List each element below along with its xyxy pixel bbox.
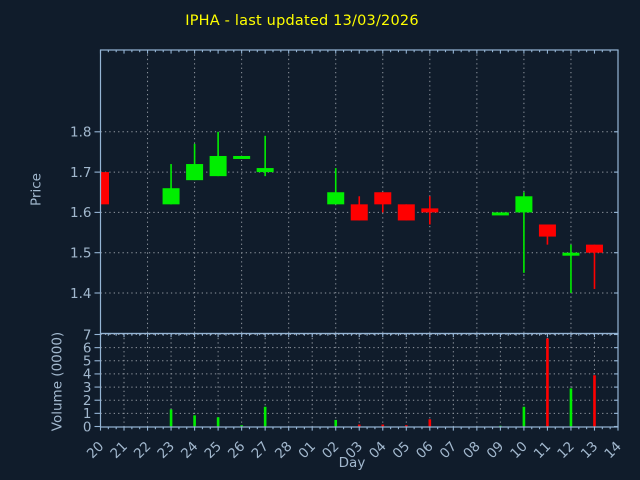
candle-body bbox=[100, 172, 109, 205]
x-tick-label: 20 bbox=[84, 439, 107, 462]
candle-27 bbox=[256, 135, 274, 177]
candle-12 bbox=[562, 244, 580, 293]
candle-03 bbox=[350, 196, 368, 221]
volume-bar-04 bbox=[381, 424, 385, 427]
volume-bar-06 bbox=[428, 419, 432, 427]
x-tick-label: 14 bbox=[601, 439, 624, 462]
volume-tick-label: 1 bbox=[83, 406, 92, 422]
price-tick-label: 1.5 bbox=[70, 246, 91, 262]
volume-tick-label: 2 bbox=[83, 393, 92, 409]
x-tick-label: 13 bbox=[578, 439, 601, 462]
candle-09 bbox=[491, 212, 509, 216]
price-tick-label: 1.4 bbox=[70, 286, 91, 302]
candle-body bbox=[186, 164, 204, 181]
candle-13 bbox=[585, 244, 603, 289]
volume-bar-11 bbox=[546, 338, 549, 427]
panel-frames bbox=[99, 49, 619, 428]
candle-body bbox=[162, 188, 180, 205]
candle-body bbox=[256, 168, 274, 173]
volume-bar-03 bbox=[357, 424, 361, 427]
candle-body bbox=[374, 192, 392, 205]
price-tick-label: 1.8 bbox=[70, 125, 91, 141]
x-tick-label: 25 bbox=[201, 439, 224, 462]
volume-bar-10 bbox=[522, 406, 526, 427]
x-tick-label: 12 bbox=[554, 439, 577, 462]
volume-tick-label: 0 bbox=[83, 419, 92, 435]
x-tick-label: 24 bbox=[178, 439, 201, 462]
x-tick-label: 08 bbox=[460, 439, 483, 462]
volume-bars bbox=[169, 338, 596, 427]
price-tick-label: 1.7 bbox=[70, 165, 91, 181]
candles bbox=[100, 131, 603, 293]
candle-body bbox=[515, 196, 533, 213]
volume-tick-label: 3 bbox=[83, 380, 92, 396]
axis-ticks bbox=[94, 50, 619, 431]
volume-bar-24 bbox=[193, 415, 196, 427]
volume-tick-label: 6 bbox=[83, 340, 92, 356]
candle-body bbox=[350, 204, 368, 221]
candle-body bbox=[585, 244, 603, 253]
candle-20 bbox=[100, 172, 109, 205]
volume-bar-05 bbox=[404, 425, 408, 427]
candle-02 bbox=[327, 168, 345, 205]
candle-23 bbox=[162, 164, 180, 205]
x-tick-label: 09 bbox=[484, 439, 507, 462]
volume-bar-02 bbox=[334, 419, 338, 427]
candle-11 bbox=[538, 224, 556, 245]
candle-body bbox=[491, 212, 509, 216]
price-tick-label: 1.6 bbox=[70, 205, 91, 221]
price-axis-label: Price bbox=[28, 173, 45, 206]
x-tick-label: 21 bbox=[107, 439, 130, 462]
candle-10 bbox=[515, 192, 533, 273]
candle-body bbox=[233, 155, 251, 159]
candle-body bbox=[397, 204, 415, 221]
candle-06 bbox=[421, 196, 439, 225]
volume-bar-26 bbox=[240, 425, 243, 427]
volume-bar-23 bbox=[169, 409, 173, 427]
volume-axis-label: Volume (0000) bbox=[49, 331, 66, 432]
volume-tick-label: 4 bbox=[83, 367, 92, 383]
candle-body bbox=[538, 224, 556, 237]
candle-04 bbox=[374, 192, 392, 213]
candle-body bbox=[209, 155, 227, 177]
candle-body bbox=[421, 208, 439, 213]
volume-tick-label: 7 bbox=[83, 327, 92, 343]
volume-bar-13 bbox=[593, 375, 596, 427]
x-tick-label: 10 bbox=[507, 439, 530, 462]
candle-body bbox=[562, 252, 580, 256]
volume-bar-12 bbox=[569, 388, 573, 427]
chart-title: IPHA - last updated 13/03/2026 bbox=[185, 13, 419, 29]
volume-bar-27 bbox=[263, 406, 267, 427]
candle-body bbox=[327, 192, 345, 205]
volume-tick-label: 5 bbox=[83, 354, 92, 370]
candle-25 bbox=[209, 131, 227, 177]
candle-05 bbox=[397, 204, 415, 221]
x-tick-label: 23 bbox=[154, 439, 177, 462]
candle-24 bbox=[186, 143, 204, 181]
x-axis-label: Day bbox=[338, 455, 366, 471]
x-tick-label: 11 bbox=[531, 439, 554, 462]
x-tick-label: 26 bbox=[225, 439, 248, 462]
volume-bar-25 bbox=[216, 417, 220, 427]
candle-26 bbox=[233, 155, 251, 159]
x-tick-label: 22 bbox=[131, 439, 154, 462]
gridlines bbox=[100, 50, 619, 427]
